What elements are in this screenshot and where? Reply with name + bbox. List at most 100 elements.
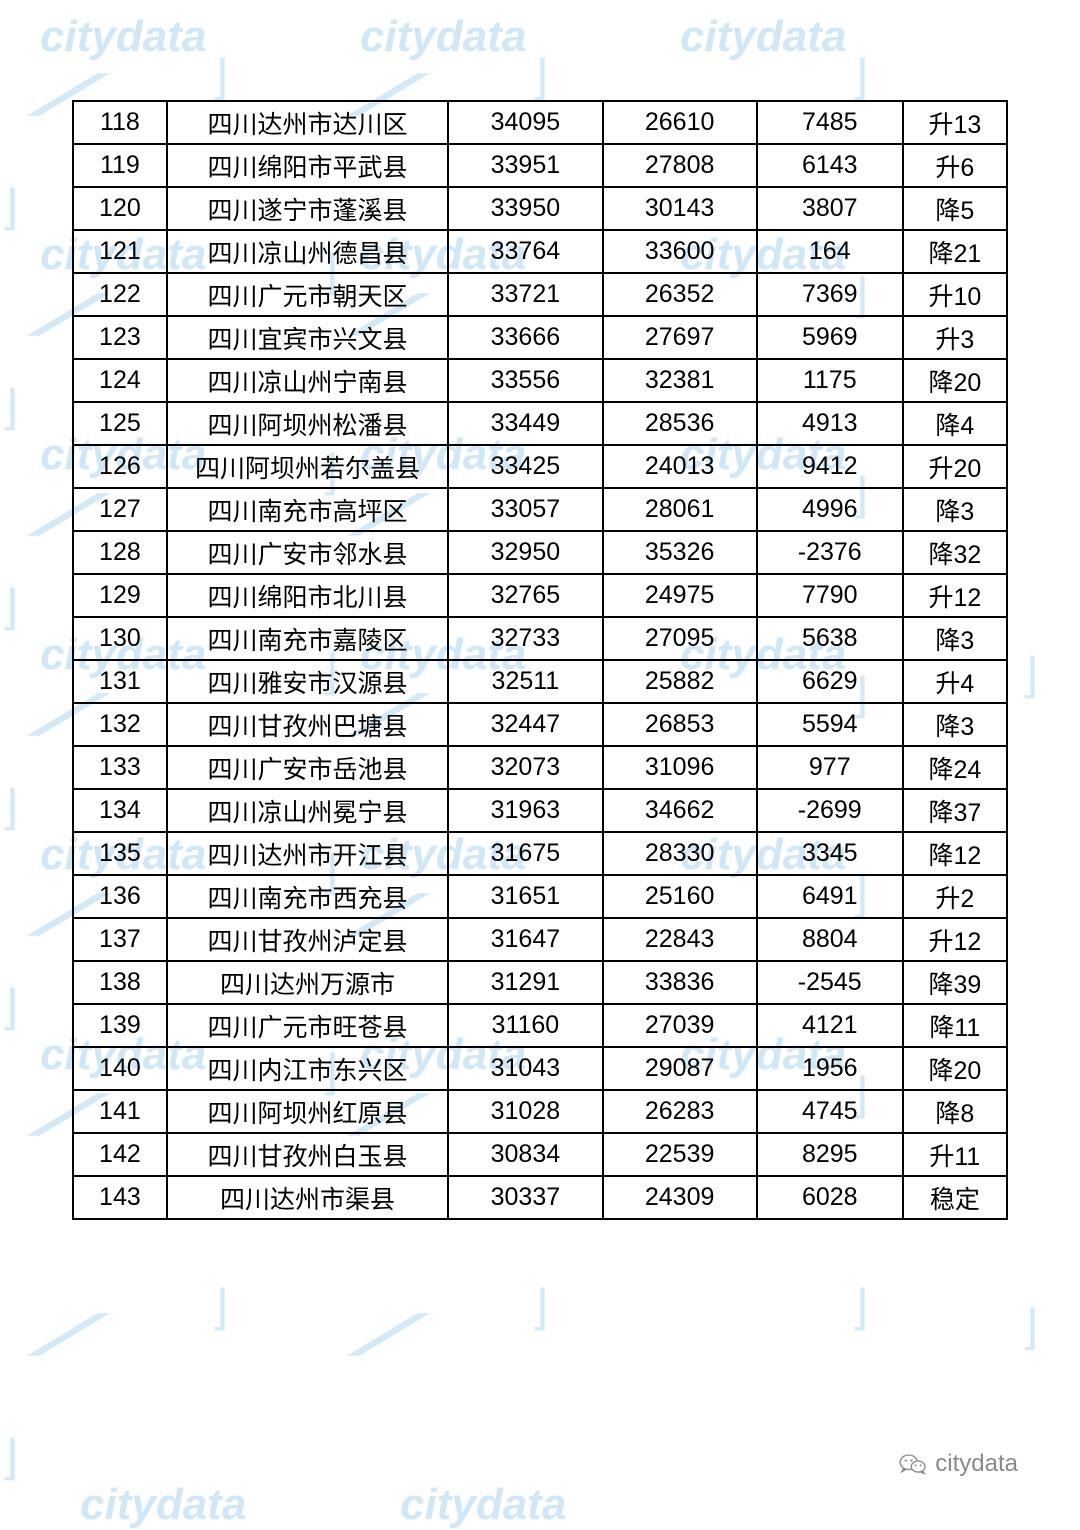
watermark-corner: ⌋	[0, 180, 19, 236]
cell-rank: 143	[73, 1176, 167, 1219]
table-row: 127四川南充市高坪区33057280614996降3	[73, 488, 1007, 531]
watermark-corner: ⌋	[0, 980, 19, 1036]
cell-value_b: 26853	[603, 703, 757, 746]
cell-value_a: 31675	[448, 832, 602, 875]
cell-rank_change: 升11	[903, 1133, 1007, 1176]
cell-rank_change: 降11	[903, 1004, 1007, 1047]
cell-rank: 139	[73, 1004, 167, 1047]
cell-value_b: 27039	[603, 1004, 757, 1047]
cell-rank_change: 升6	[903, 144, 1007, 187]
cell-value_b: 27095	[603, 617, 757, 660]
cell-value_b: 26283	[603, 1090, 757, 1133]
cell-diff: 7790	[757, 574, 903, 617]
table-row: 142四川甘孜州白玉县30834225398295升11	[73, 1133, 1007, 1176]
watermark-corner: ⌋	[1020, 1300, 1039, 1356]
cell-rank_change: 降5	[903, 187, 1007, 230]
cell-rank: 134	[73, 789, 167, 832]
cell-value_a: 33764	[448, 230, 602, 273]
cell-value_b: 28330	[603, 832, 757, 875]
cell-value_a: 31028	[448, 1090, 602, 1133]
table-row: 133四川广安市岳池县3207331096977降24	[73, 746, 1007, 789]
watermark-corner: ⌋	[530, 1280, 549, 1336]
cell-rank_change: 降4	[903, 402, 1007, 445]
cell-rank_change: 升10	[903, 273, 1007, 316]
cell-diff: -2545	[757, 961, 903, 1004]
cell-name: 四川凉山州宁南县	[167, 359, 448, 402]
cell-value_b: 22539	[603, 1133, 757, 1176]
table-row: 141四川阿坝州红原县31028262834745降8	[73, 1090, 1007, 1133]
cell-rank: 138	[73, 961, 167, 1004]
cell-rank_change: 降3	[903, 617, 1007, 660]
cell-rank: 121	[73, 230, 167, 273]
cell-diff: 164	[757, 230, 903, 273]
cell-value_a: 32447	[448, 703, 602, 746]
cell-value_b: 28061	[603, 488, 757, 531]
cell-diff: 3345	[757, 832, 903, 875]
cell-rank_change: 升4	[903, 660, 1007, 703]
cell-value_a: 31291	[448, 961, 602, 1004]
cell-name: 四川达州市达川区	[167, 101, 448, 144]
cell-name: 四川广元市旺苍县	[167, 1004, 448, 1047]
cell-name: 四川绵阳市北川县	[167, 574, 448, 617]
cell-rank_change: 降3	[903, 703, 1007, 746]
cell-diff: 8804	[757, 918, 903, 961]
table-row: 122四川广元市朝天区33721263527369升10	[73, 273, 1007, 316]
cell-value_b: 22843	[603, 918, 757, 961]
cell-name: 四川阿坝州红原县	[167, 1090, 448, 1133]
watermark-corner: ⌋	[530, 50, 549, 106]
cell-value_b: 26352	[603, 273, 757, 316]
cell-name: 四川遂宁市蓬溪县	[167, 187, 448, 230]
cell-rank: 125	[73, 402, 167, 445]
cell-name: 四川绵阳市平武县	[167, 144, 448, 187]
cell-value_a: 33425	[448, 445, 602, 488]
cell-rank: 131	[73, 660, 167, 703]
watermark-corner: ⌋	[0, 380, 19, 436]
cell-name: 四川广元市朝天区	[167, 273, 448, 316]
cell-name: 四川雅安市汉源县	[167, 660, 448, 703]
cell-rank: 122	[73, 273, 167, 316]
cell-name: 四川南充市高坪区	[167, 488, 448, 531]
cell-value_a: 32950	[448, 531, 602, 574]
cell-rank_change: 稳定	[903, 1176, 1007, 1219]
cell-diff: 6491	[757, 875, 903, 918]
cell-value_a: 31647	[448, 918, 602, 961]
table-row: 129四川绵阳市北川县32765249757790升12	[73, 574, 1007, 617]
cell-rank_change: 降21	[903, 230, 1007, 273]
cell-rank: 132	[73, 703, 167, 746]
watermark-line: ⁄	[375, 1300, 416, 1369]
cell-rank: 136	[73, 875, 167, 918]
cell-rank_change: 降20	[903, 1047, 1007, 1090]
cell-value_b: 24013	[603, 445, 757, 488]
cell-value_a: 30834	[448, 1133, 602, 1176]
cell-rank: 128	[73, 531, 167, 574]
cell-value_b: 26610	[603, 101, 757, 144]
cell-name: 四川甘孜州巴塘县	[167, 703, 448, 746]
cell-rank_change: 降37	[903, 789, 1007, 832]
cell-value_b: 28536	[603, 402, 757, 445]
cell-rank: 140	[73, 1047, 167, 1090]
data-table-wrapper: 118四川达州市达川区34095266107485升13119四川绵阳市平武县3…	[72, 100, 1008, 1220]
cell-value_a: 33950	[448, 187, 602, 230]
table-row: 118四川达州市达川区34095266107485升13	[73, 101, 1007, 144]
watermark-text: citydata	[400, 1480, 566, 1530]
cell-diff: -2699	[757, 789, 903, 832]
cell-value_a: 31963	[448, 789, 602, 832]
table-row: 137四川甘孜州泸定县31647228438804升12	[73, 918, 1007, 961]
cell-name: 四川甘孜州白玉县	[167, 1133, 448, 1176]
table-row: 131四川雅安市汉源县32511258826629升4	[73, 660, 1007, 703]
footer-brand: citydata	[899, 1450, 1018, 1478]
cell-value_b: 35326	[603, 531, 757, 574]
table-row: 128四川广安市邻水县3295035326-2376降32	[73, 531, 1007, 574]
cell-value_b: 33600	[603, 230, 757, 273]
table-row: 135四川达州市开江县31675283303345降12	[73, 832, 1007, 875]
cell-value_b: 24975	[603, 574, 757, 617]
cell-name: 四川南充市嘉陵区	[167, 617, 448, 660]
data-table: 118四川达州市达川区34095266107485升13119四川绵阳市平武县3…	[72, 100, 1008, 1220]
cell-name: 四川达州万源市	[167, 961, 448, 1004]
cell-rank_change: 升12	[903, 574, 1007, 617]
cell-name: 四川凉山州德昌县	[167, 230, 448, 273]
watermark-text: citydata	[360, 12, 526, 62]
table-row: 125四川阿坝州松潘县33449285364913降4	[73, 402, 1007, 445]
cell-rank: 137	[73, 918, 167, 961]
cell-diff: 8295	[757, 1133, 903, 1176]
